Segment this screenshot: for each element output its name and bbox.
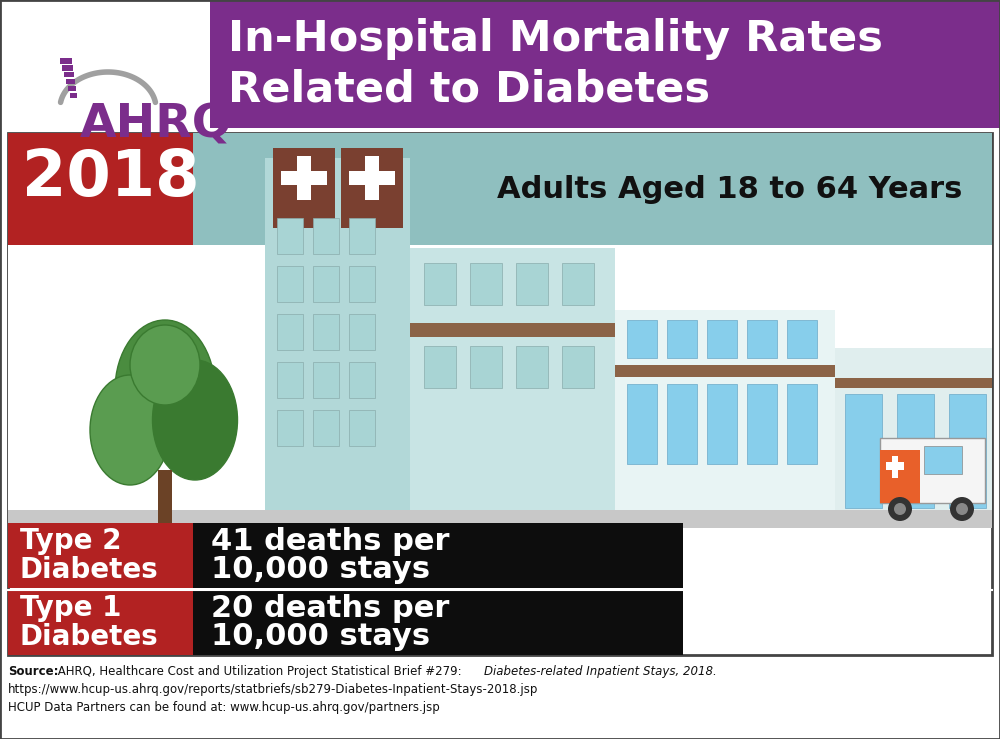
Text: 10,000 stays: 10,000 stays [211, 555, 430, 585]
Bar [424, 263, 456, 305]
Bar [349, 218, 375, 254]
Bar [313, 314, 339, 350]
Bar [349, 314, 375, 350]
Bar [313, 362, 339, 398]
Bar [424, 346, 456, 388]
Circle shape [894, 503, 906, 515]
Circle shape [950, 497, 974, 521]
Bar [313, 410, 339, 446]
Bar [68, 86, 76, 91]
Bar [880, 450, 920, 503]
Bar [277, 266, 303, 302]
Bar [66, 79, 75, 84]
Bar [193, 133, 992, 245]
Text: HCUP Data Partners can be found at: www.hcup-us.ahrq.gov/partners.jsp: HCUP Data Partners can be found at: www.… [8, 701, 440, 714]
Bar [8, 133, 193, 245]
Bar [707, 384, 737, 464]
Bar [349, 362, 375, 398]
Bar [924, 446, 962, 474]
Text: In-Hospital Mortality Rates: In-Hospital Mortality Rates [228, 18, 883, 60]
Bar [277, 314, 303, 350]
Bar [193, 523, 683, 588]
Bar [835, 378, 992, 388]
Text: 41 deaths per: 41 deaths per [211, 527, 450, 556]
Ellipse shape [90, 375, 170, 485]
Bar [562, 263, 594, 305]
Bar [880, 438, 985, 503]
Bar [892, 456, 898, 478]
Bar [297, 156, 311, 200]
Bar [277, 410, 303, 446]
Bar [410, 323, 615, 337]
Text: AHRQ: AHRQ [80, 102, 233, 147]
Bar [845, 394, 882, 508]
Text: 20 deaths per: 20 deaths per [211, 593, 449, 623]
Bar [281, 171, 327, 185]
Bar [273, 148, 335, 228]
Bar [60, 58, 72, 64]
Bar [949, 394, 986, 508]
Circle shape [956, 503, 968, 515]
Bar [787, 320, 817, 358]
Bar [0, 0, 210, 128]
Bar [562, 346, 594, 388]
Text: Diabetes-related Inpatient Stays, 2018.: Diabetes-related Inpatient Stays, 2018. [484, 665, 717, 678]
Bar [615, 365, 835, 377]
Bar [158, 470, 172, 530]
Bar [470, 263, 502, 305]
Bar [70, 93, 77, 98]
Bar [313, 266, 339, 302]
Bar [8, 245, 992, 518]
Text: Type 1: Type 1 [20, 594, 121, 622]
Text: 2018: 2018 [22, 147, 200, 209]
Bar [8, 510, 992, 528]
Bar [210, 0, 1000, 128]
Bar [627, 384, 657, 464]
Circle shape [888, 497, 912, 521]
Bar [64, 72, 74, 78]
Text: 10,000 stays: 10,000 stays [211, 622, 430, 651]
Bar [886, 462, 904, 470]
Bar [8, 523, 193, 588]
Text: Type 2: Type 2 [20, 527, 122, 555]
Bar [747, 384, 777, 464]
Bar [265, 158, 410, 518]
Bar [835, 348, 992, 518]
Bar [516, 263, 548, 305]
Ellipse shape [115, 320, 215, 460]
Bar [707, 320, 737, 358]
Bar [410, 248, 615, 518]
Bar [8, 133, 992, 655]
Bar [193, 590, 683, 655]
Bar [470, 346, 502, 388]
Text: Related to Diabetes: Related to Diabetes [228, 68, 710, 110]
Bar [277, 362, 303, 398]
Bar [627, 320, 657, 358]
Bar [897, 394, 934, 508]
Bar [349, 266, 375, 302]
Bar [349, 410, 375, 446]
Bar [365, 156, 379, 200]
Bar [8, 590, 193, 655]
Text: Adults Aged 18 to 64 Years: Adults Aged 18 to 64 Years [497, 174, 962, 203]
Bar [747, 320, 777, 358]
Bar [516, 346, 548, 388]
Bar [62, 65, 73, 71]
Text: Diabetes: Diabetes [20, 556, 159, 584]
Bar [667, 320, 697, 358]
Bar [349, 171, 395, 185]
Ellipse shape [152, 360, 238, 480]
Text: Diabetes: Diabetes [20, 623, 159, 651]
Bar [667, 384, 697, 464]
Bar [313, 218, 339, 254]
Text: AHRQ, Healthcare Cost and Utilization Project Statistical Brief #279:: AHRQ, Healthcare Cost and Utilization Pr… [54, 665, 465, 678]
Bar [277, 218, 303, 254]
Ellipse shape [130, 325, 200, 405]
Bar [615, 310, 835, 518]
Text: https://www.hcup-us.ahrq.gov/reports/statbriefs/sb279-Diabetes-Inpatient-Stays-2: https://www.hcup-us.ahrq.gov/reports/sta… [8, 683, 538, 696]
Text: Source:: Source: [8, 665, 58, 678]
Bar [787, 384, 817, 464]
Bar [341, 148, 403, 228]
